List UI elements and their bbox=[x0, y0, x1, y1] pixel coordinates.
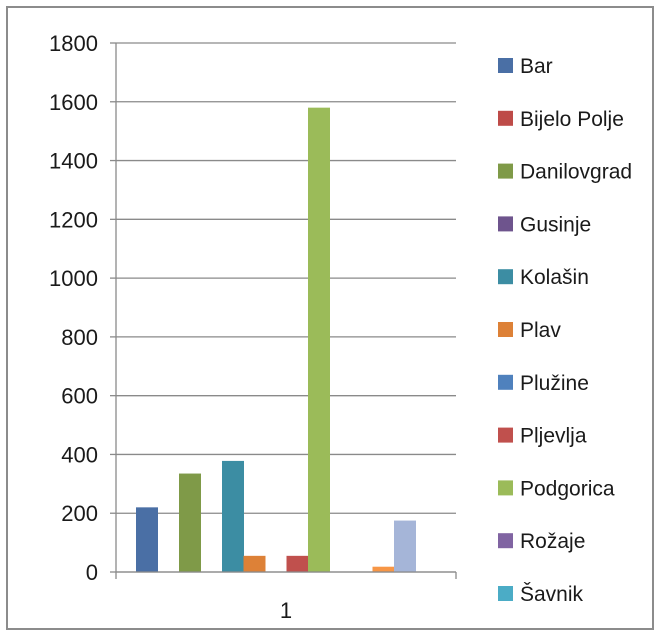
legend-label: Plav bbox=[520, 319, 561, 342]
bar bbox=[286, 555, 309, 572]
legend-label: Plužine bbox=[520, 372, 589, 395]
legend-label: Šavnik bbox=[520, 583, 584, 606]
legend-swatch bbox=[498, 216, 513, 232]
y-tick-label: 1000 bbox=[49, 266, 98, 291]
legend: Bar Bijelo Polje Danilovgrad Gusinje Kolašin… bbox=[498, 55, 632, 606]
legend-swatch bbox=[498, 374, 513, 390]
legend-swatch bbox=[498, 586, 513, 601]
legend-swatch bbox=[498, 163, 513, 179]
legend-label: Bar bbox=[520, 55, 553, 78]
axes: 0 200 400 600 800 1000 1200 1400 1600 1800 1 bbox=[49, 31, 457, 623]
y-tick-label: 0 bbox=[86, 560, 98, 585]
legend-label: Rožaje bbox=[520, 530, 585, 553]
y-tick-label: 200 bbox=[61, 501, 98, 526]
bar bbox=[179, 473, 201, 572]
y-tick-label: 600 bbox=[61, 384, 98, 409]
x-category-label: 1 bbox=[280, 598, 292, 623]
legend-label: Gusinje bbox=[520, 213, 591, 236]
legend-swatch bbox=[498, 533, 513, 549]
legend-label: Danilovgrad bbox=[520, 161, 632, 184]
y-tick-label: 400 bbox=[61, 442, 98, 467]
y-tick-label: 1400 bbox=[49, 149, 98, 174]
bar bbox=[372, 566, 395, 572]
legend-label: Bijelo Polje bbox=[520, 108, 624, 131]
y-tick-label: 1600 bbox=[49, 90, 98, 115]
legend-label: Podgorica bbox=[520, 477, 615, 500]
legend-swatch bbox=[498, 427, 513, 443]
bar bbox=[308, 107, 330, 573]
legend-swatch bbox=[498, 480, 513, 496]
legend-swatch bbox=[498, 269, 513, 285]
y-tick-label: 800 bbox=[61, 325, 98, 350]
y-tick-label: 1800 bbox=[49, 31, 98, 56]
gridlines bbox=[116, 42, 456, 573]
bar bbox=[394, 520, 416, 572]
y-tick-label: 1200 bbox=[49, 207, 98, 232]
legend-swatch bbox=[498, 58, 513, 73]
bar bbox=[136, 507, 158, 572]
legend-swatch bbox=[498, 322, 513, 337]
bars bbox=[136, 107, 416, 573]
legend-label: Kolašin bbox=[520, 266, 589, 289]
legend-swatch bbox=[498, 110, 513, 126]
bar bbox=[222, 460, 244, 572]
legend-label: Pljevlja bbox=[520, 425, 587, 448]
bar bbox=[243, 555, 266, 572]
